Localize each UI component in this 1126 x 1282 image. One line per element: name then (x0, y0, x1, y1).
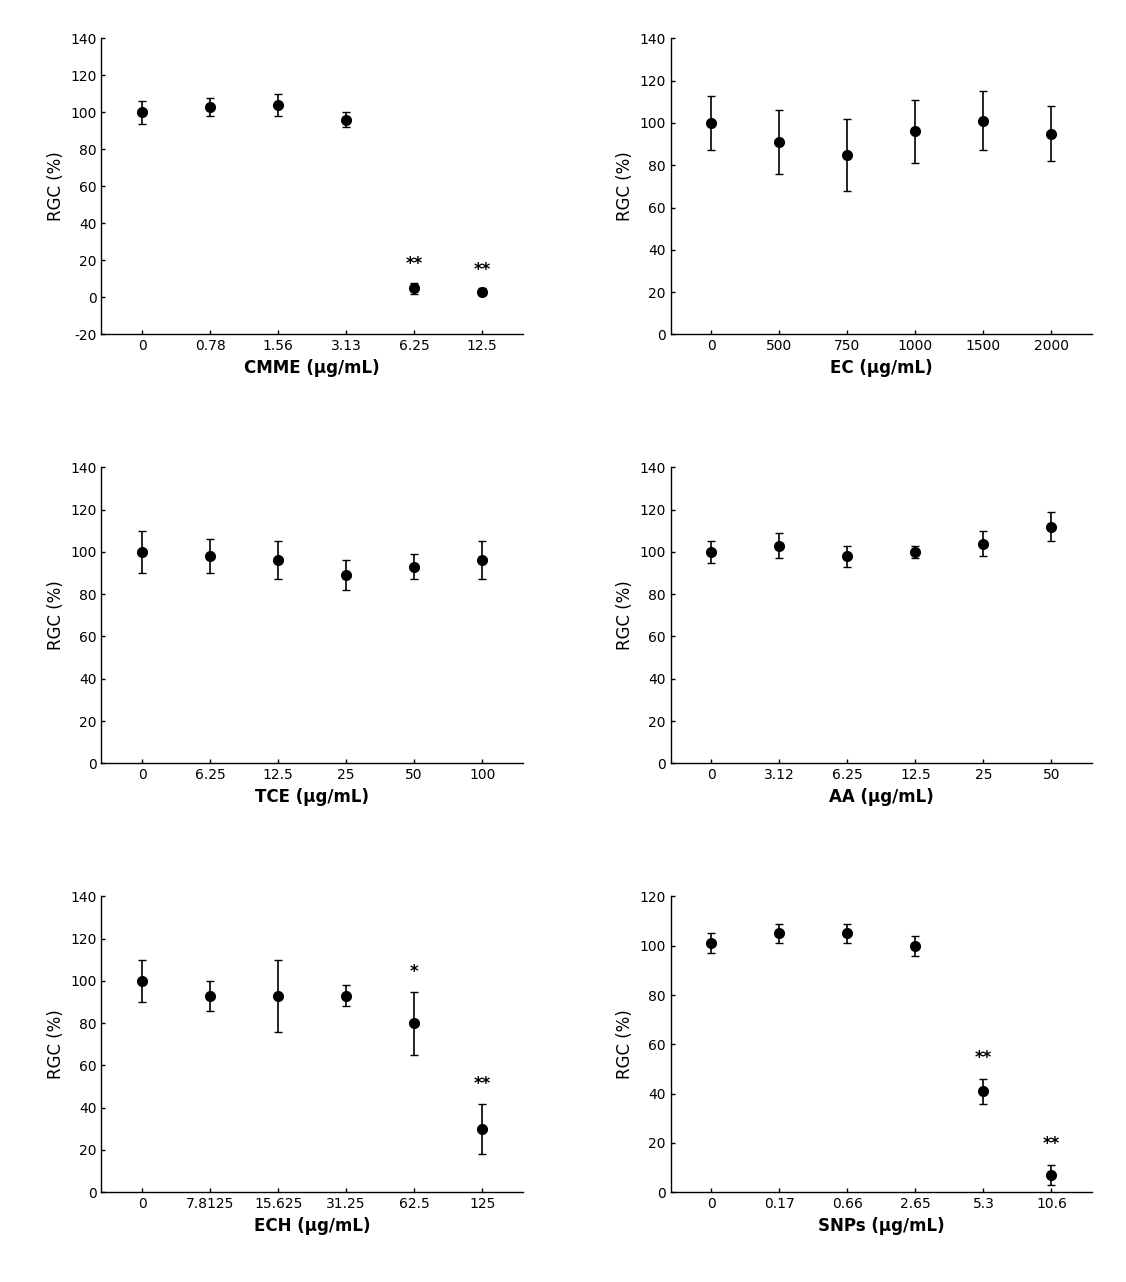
Y-axis label: RGC (%): RGC (%) (616, 151, 634, 222)
Text: **: ** (975, 1049, 992, 1067)
X-axis label: CMME (μg/mL): CMME (μg/mL) (244, 359, 379, 377)
Text: **: ** (405, 255, 422, 273)
Y-axis label: RGC (%): RGC (%) (46, 581, 64, 650)
Text: *: * (410, 963, 419, 981)
X-axis label: ECH (μg/mL): ECH (μg/mL) (254, 1217, 370, 1235)
Y-axis label: RGC (%): RGC (%) (46, 1009, 64, 1079)
X-axis label: SNPs (μg/mL): SNPs (μg/mL) (819, 1217, 945, 1235)
Text: **: ** (474, 1074, 491, 1094)
Text: **: ** (1043, 1135, 1060, 1153)
Text: **: ** (474, 260, 491, 278)
X-axis label: AA (μg/mL): AA (μg/mL) (829, 787, 933, 805)
Y-axis label: RGC (%): RGC (%) (46, 151, 64, 222)
X-axis label: TCE (μg/mL): TCE (μg/mL) (256, 787, 369, 805)
X-axis label: EC (μg/mL): EC (μg/mL) (830, 359, 932, 377)
Y-axis label: RGC (%): RGC (%) (616, 581, 634, 650)
Y-axis label: RGC (%): RGC (%) (616, 1009, 634, 1079)
